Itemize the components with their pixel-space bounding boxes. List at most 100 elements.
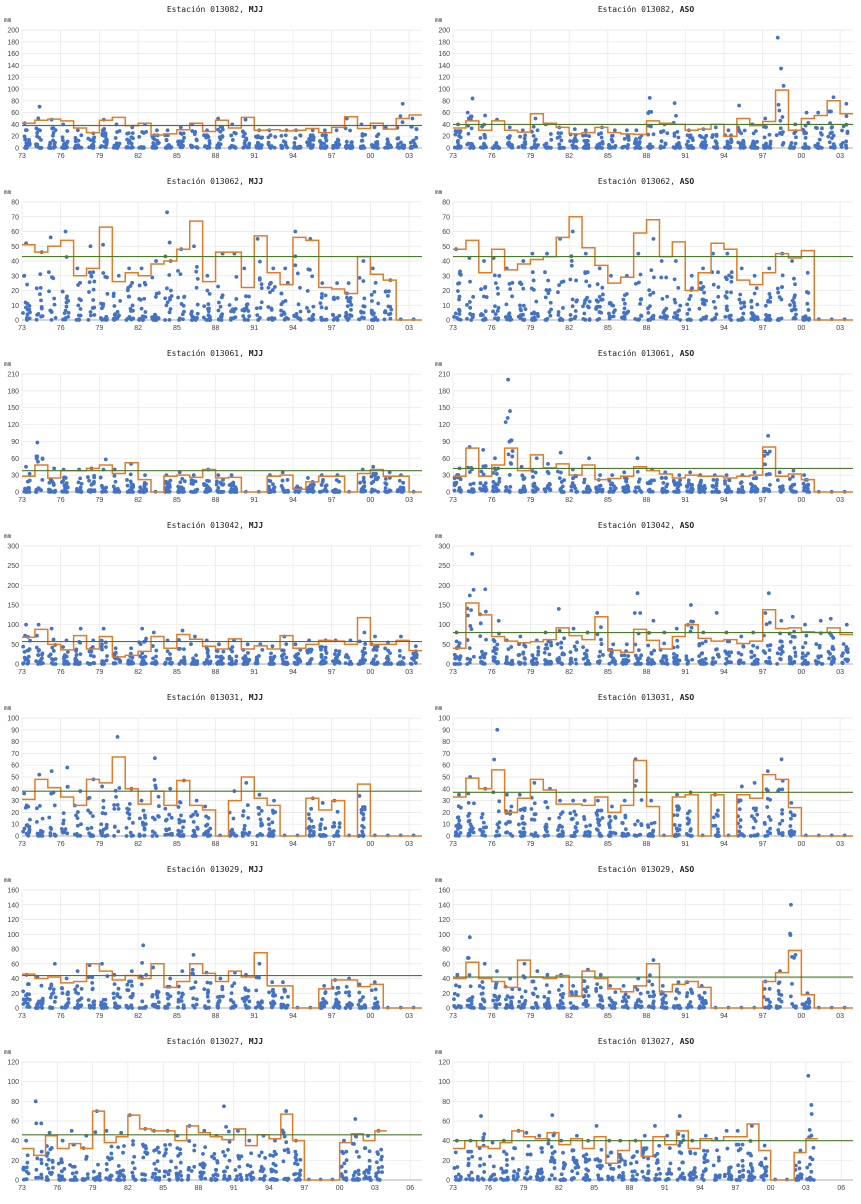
data-point	[255, 135, 260, 140]
data-point	[269, 144, 274, 149]
data-point	[369, 292, 374, 297]
data-point	[715, 808, 720, 813]
data-point	[319, 146, 323, 150]
data-point	[155, 141, 160, 146]
data-point	[396, 142, 400, 147]
data-point	[115, 316, 120, 320]
data-point	[318, 823, 323, 828]
data-point	[610, 139, 615, 144]
data-point	[457, 657, 462, 662]
y-tick-label: 0	[446, 834, 450, 841]
data-point	[323, 655, 328, 660]
data-point	[24, 823, 29, 828]
data-point	[714, 132, 719, 137]
data-point	[716, 652, 721, 657]
data-point	[221, 649, 226, 654]
points-group	[21, 622, 419, 666]
data-point	[792, 813, 797, 818]
data-point	[103, 131, 108, 136]
data-point	[574, 145, 578, 150]
data-point	[335, 809, 340, 814]
data-point	[293, 662, 298, 666]
data-point	[194, 653, 198, 658]
data-point	[752, 781, 757, 785]
data-point	[495, 727, 500, 732]
data-point	[128, 830, 133, 835]
data-point	[624, 479, 629, 484]
data-point	[125, 810, 130, 815]
data-point	[596, 132, 601, 137]
data-point	[296, 146, 301, 150]
data-point	[763, 116, 768, 121]
data-point	[481, 447, 486, 452]
data-point	[214, 479, 219, 484]
data-point	[483, 587, 488, 592]
data-point	[388, 311, 393, 316]
data-point	[704, 314, 709, 319]
data-point	[267, 282, 272, 287]
x-tick-label: 73	[18, 497, 26, 504]
data-point	[684, 654, 689, 659]
data-point	[658, 315, 663, 320]
chart-svg: Estación 013029, MJJmm020406080100120140…	[4, 864, 422, 1020]
data-point	[828, 616, 833, 621]
data-point	[414, 652, 419, 657]
data-point	[163, 296, 168, 301]
data-point	[470, 315, 475, 320]
data-point	[647, 95, 652, 100]
y-tick-label: 0	[15, 318, 19, 325]
x-tick-label: 94	[289, 1013, 297, 1020]
step-series-line	[453, 759, 853, 837]
data-point	[844, 139, 849, 144]
data-point	[357, 276, 362, 280]
data-point	[806, 318, 811, 322]
data-point	[716, 294, 721, 299]
data-point	[231, 831, 236, 836]
data-point	[269, 306, 274, 311]
data-point	[774, 133, 779, 138]
data-point	[768, 818, 773, 822]
data-point	[548, 132, 553, 136]
data-point	[532, 310, 536, 315]
data-point	[141, 488, 146, 492]
data-point	[455, 140, 460, 145]
data-point	[293, 263, 298, 268]
data-point	[713, 315, 718, 320]
data-point	[27, 992, 31, 997]
data-point	[729, 318, 734, 322]
data-point	[283, 266, 288, 271]
data-point	[510, 659, 514, 664]
chart-title: Estación 013082, ASO	[598, 4, 695, 14]
data-point	[189, 642, 193, 647]
y-tick-label: 50	[442, 775, 450, 782]
data-point	[479, 815, 484, 820]
data-point	[582, 651, 587, 656]
data-point	[216, 300, 221, 305]
data-point	[369, 143, 374, 147]
data-point	[700, 658, 705, 662]
data-point	[766, 299, 770, 304]
data-point	[521, 650, 526, 655]
y-tick-label: 80	[11, 947, 19, 954]
y-tick-label: 20	[11, 991, 19, 998]
data-point	[481, 820, 486, 825]
data-point	[182, 647, 186, 652]
data-point	[543, 145, 548, 150]
data-point	[168, 288, 173, 293]
data-point	[192, 634, 197, 639]
data-point	[458, 830, 463, 835]
data-point	[519, 830, 524, 835]
data-point	[150, 275, 155, 280]
data-point	[762, 820, 767, 825]
data-point	[61, 479, 65, 483]
y-tick-label: 120	[7, 75, 19, 82]
data-point	[725, 142, 730, 147]
data-point	[241, 832, 246, 837]
x-tick-label: 85	[604, 325, 612, 332]
data-point	[220, 127, 225, 132]
data-point	[802, 131, 807, 136]
data-point	[257, 812, 261, 816]
data-point	[547, 145, 551, 150]
data-point	[506, 452, 511, 457]
data-point	[455, 130, 460, 134]
